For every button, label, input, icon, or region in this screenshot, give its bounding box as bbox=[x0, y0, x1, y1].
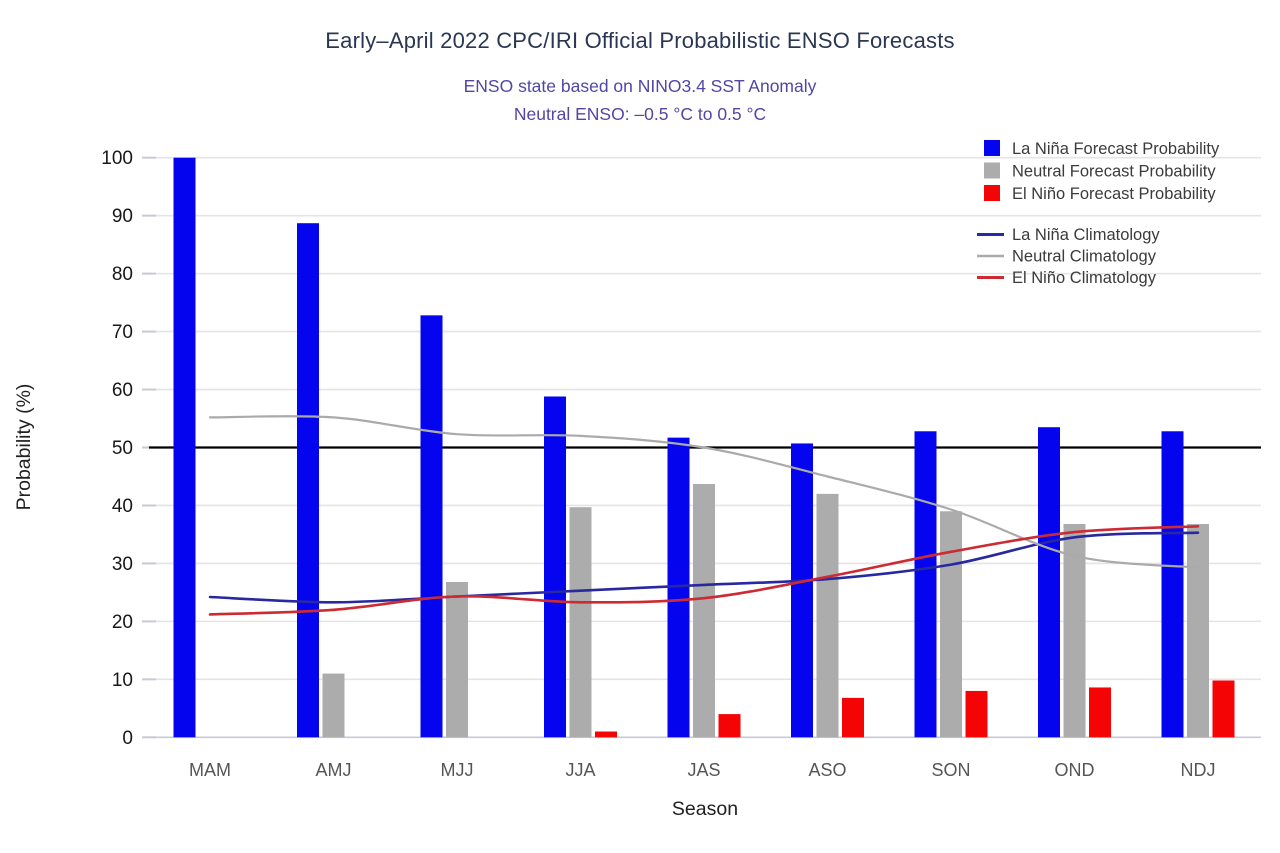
legend-swatch-el-nino-bar bbox=[984, 185, 1000, 201]
bar-ndj-1 bbox=[1187, 524, 1209, 738]
x-tick-label-mjj: MJJ bbox=[441, 760, 474, 780]
bar-mjj-1 bbox=[446, 581, 468, 738]
legend-label-el-nino-bar: El Niño Forecast Probability bbox=[1012, 185, 1216, 203]
bar-mjj-0 bbox=[420, 315, 443, 738]
y-axis-title: Probability (%) bbox=[13, 384, 35, 511]
tick-labels: 0 10 20 30 40 50 60 70 80 90 100 MAM AMJ MJJ JJA JAS ASO… bbox=[101, 148, 1215, 780]
legend-swatch-la-nina-bar bbox=[984, 140, 1000, 156]
y-tick-label: 0 bbox=[122, 728, 133, 749]
legend: La Niña Forecast Probability Neutral For… bbox=[977, 140, 1220, 287]
climatology-line-neutral-climatology bbox=[208, 415, 1200, 569]
chart-subtitle-neutral-range: Neutral ENSO: –0.5 °C to 0.5 °C bbox=[513, 104, 767, 124]
y-tick-label: 90 bbox=[112, 206, 133, 227]
climatology-line-el-ni-o-climatology bbox=[208, 525, 1200, 616]
bar-mam-0 bbox=[173, 157, 196, 738]
legend-label-el-nino-line: El Niño Climatology bbox=[1012, 269, 1157, 287]
bar-son-1 bbox=[940, 511, 962, 738]
bar-amj-0 bbox=[297, 223, 319, 738]
bar-amj-1 bbox=[322, 673, 345, 738]
bar-jas-1 bbox=[693, 484, 715, 738]
bar-jja-0 bbox=[544, 396, 566, 738]
y-tick-label: 100 bbox=[101, 148, 133, 169]
x-tick-label-ond: OND bbox=[1055, 760, 1095, 780]
chart-subtitle-enso-state: ENSO state based on NINO3.4 SST Anomaly bbox=[463, 76, 817, 96]
climatology-lines bbox=[208, 415, 1200, 616]
legend-label-la-nina-line: La Niña Climatology bbox=[1012, 226, 1160, 244]
y-tick-label: 50 bbox=[112, 438, 133, 459]
bar-son-0 bbox=[914, 431, 937, 738]
x-tick-label-jja: JJA bbox=[565, 760, 595, 780]
bar-aso-0 bbox=[791, 443, 813, 738]
bar-ond-0 bbox=[1038, 427, 1060, 738]
bar-ond-2 bbox=[1089, 687, 1111, 738]
bar-ndj-0 bbox=[1161, 431, 1184, 738]
y-tick-label: 10 bbox=[112, 670, 133, 691]
y-tick-label: 20 bbox=[112, 612, 133, 633]
bar-jja-1 bbox=[569, 507, 592, 738]
x-tick-label-mam: MAM bbox=[189, 760, 231, 780]
x-axis-title: Season bbox=[672, 798, 738, 820]
x-tick-label-jas: JAS bbox=[687, 760, 720, 780]
bar-jas-2 bbox=[718, 714, 741, 738]
x-tick-label-amj: AMJ bbox=[316, 760, 352, 780]
legend-label-neutral-line: Neutral Climatology bbox=[1012, 248, 1157, 266]
y-tick-label: 80 bbox=[112, 264, 133, 285]
legend-swatch-neutral-bar bbox=[984, 162, 1000, 179]
bar-aso-1 bbox=[816, 493, 839, 738]
legend-label-neutral-bar: Neutral Forecast Probability bbox=[1012, 163, 1216, 181]
x-tick-label-aso: ASO bbox=[808, 760, 846, 780]
bar-jas-0 bbox=[667, 437, 690, 738]
bar-ndj-2 bbox=[1212, 680, 1235, 738]
y-tick-label: 70 bbox=[112, 322, 133, 343]
legend-label-la-nina-bar: La Niña Forecast Probability bbox=[1012, 140, 1220, 158]
bar-ond-1 bbox=[1063, 524, 1086, 738]
x-tick-label-ndj: NDJ bbox=[1181, 760, 1216, 780]
y-tick-label: 40 bbox=[112, 496, 133, 517]
bar-jja-2 bbox=[595, 731, 617, 738]
bar-aso-2 bbox=[842, 697, 864, 738]
bar-son-2 bbox=[965, 690, 988, 738]
x-tick-label-son: SON bbox=[931, 760, 970, 780]
y-tick-label: 30 bbox=[112, 554, 133, 575]
y-tick-label: 60 bbox=[112, 380, 133, 401]
chart-title: Early–April 2022 CPC/IRI Official Probab… bbox=[325, 28, 955, 53]
forecast-bars bbox=[173, 157, 1235, 738]
